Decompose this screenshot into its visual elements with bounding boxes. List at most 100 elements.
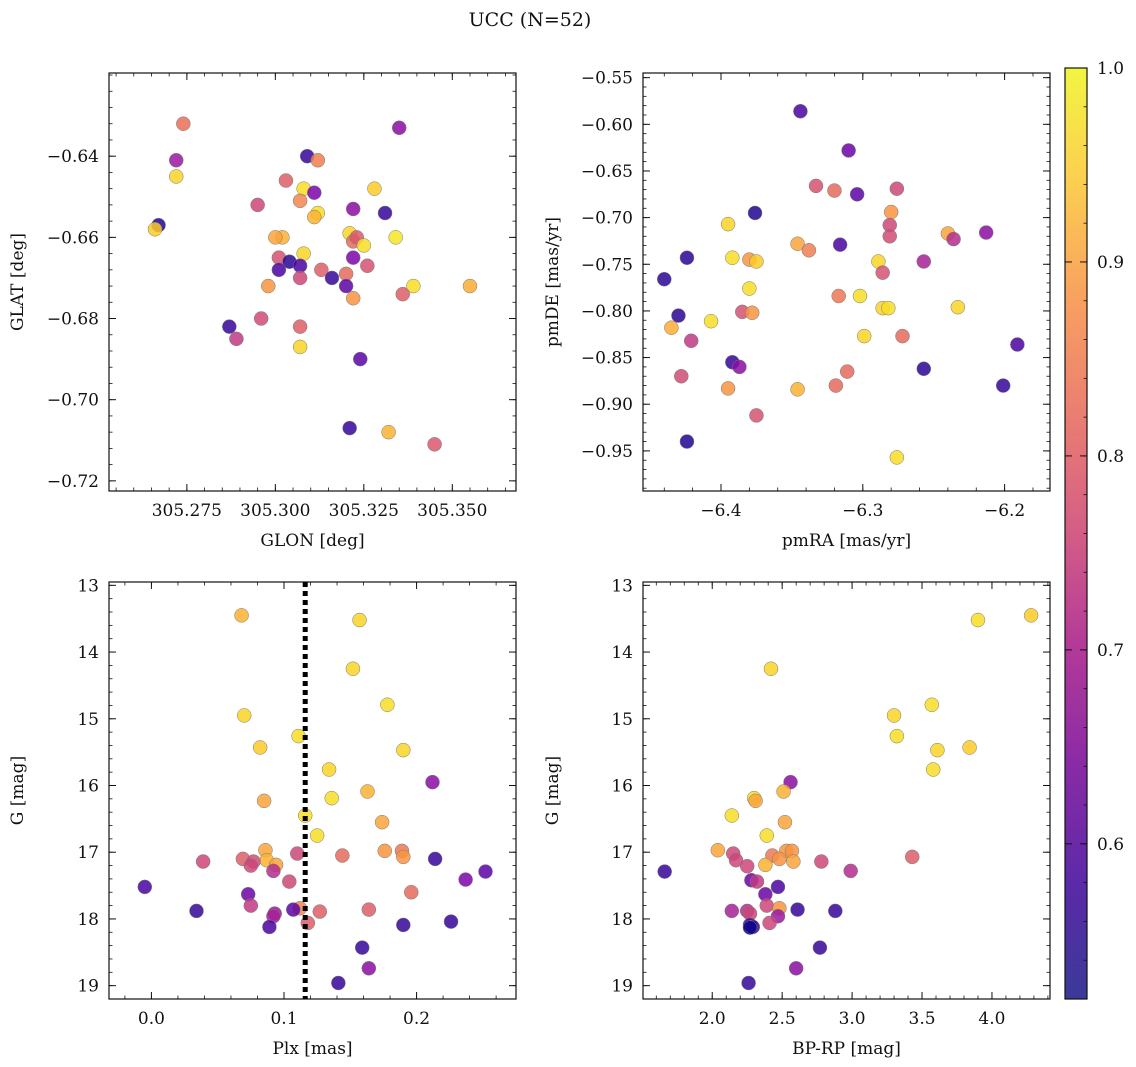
data-point: [377, 843, 393, 859]
data-point: [292, 319, 308, 334]
data-point: [268, 230, 283, 245]
data-point: [710, 842, 726, 858]
points: [657, 608, 1039, 991]
y-tick-label: −0.65: [581, 162, 633, 182]
data-point: [321, 762, 337, 777]
data-point: [889, 450, 905, 465]
data-point: [839, 364, 855, 379]
data-point: [380, 697, 395, 713]
y-tick-label: −0.80: [581, 302, 633, 322]
data-point: [759, 828, 775, 843]
data-point: [345, 290, 361, 306]
data-point: [747, 205, 763, 221]
plot-frame: [642, 72, 1051, 492]
data-point: [253, 311, 269, 326]
data-point: [388, 230, 403, 245]
x-tick-label: 2.0: [699, 1009, 726, 1029]
data-point: [361, 961, 377, 976]
data-point: [790, 902, 805, 917]
data-point: [886, 708, 902, 723]
data-point: [176, 116, 191, 131]
data-point: [875, 265, 890, 280]
data-point: [345, 250, 361, 265]
data-point: [168, 169, 184, 184]
data-point: [741, 975, 756, 991]
data-point: [895, 328, 910, 344]
colorbar-ticks: 0.6 0.7 0.8 0.9 1.0: [1065, 59, 1124, 1000]
data-point: [889, 181, 905, 196]
data-point: [916, 361, 932, 377]
data-point: [749, 254, 764, 269]
data-point: [243, 898, 259, 913]
data-point: [1010, 337, 1025, 352]
y-tick-label: 19: [611, 977, 633, 997]
y-tick-label: −0.95: [581, 442, 633, 462]
data-point: [763, 661, 779, 676]
data-point: [292, 270, 308, 286]
data-point: [307, 185, 322, 200]
data-point: [404, 884, 419, 900]
y-tick-label: −0.55: [581, 69, 633, 89]
data-point: [843, 863, 858, 879]
panel-glon-glat: 305.275 305.300 305.325 305.350 −0.64 −0.66 −0…: [8, 72, 517, 551]
data-point: [229, 331, 244, 347]
x-tick-label: 2.5: [769, 1009, 796, 1029]
y-tick-label: −0.64: [47, 147, 99, 167]
data-point: [381, 424, 396, 440]
data-point: [391, 120, 407, 136]
data-point: [679, 250, 695, 265]
data-point: [462, 278, 478, 294]
data-point: [290, 846, 305, 861]
data-point: [748, 793, 763, 809]
y-tick-label: −0.70: [47, 391, 99, 411]
figure-title: UCC (N=52): [469, 9, 592, 31]
points: [137, 608, 493, 991]
data-point: [324, 790, 339, 806]
y-tick-label: −0.72: [47, 472, 99, 492]
data-point: [786, 854, 801, 869]
x-tick-label: −6.3: [842, 501, 883, 521]
y-tick-label: −0.60: [581, 115, 633, 135]
y-tick-label: 14: [77, 643, 99, 663]
data-point: [720, 216, 736, 232]
colorbar: 0.6 0.7 0.8 0.9 1.0: [1064, 59, 1124, 1000]
data-point: [396, 917, 411, 933]
x-tick-label: 0.0: [138, 1009, 165, 1029]
data-point: [243, 858, 259, 873]
points: [147, 116, 478, 452]
data-point: [970, 612, 986, 628]
data-point: [338, 266, 354, 282]
colorbar-tick-label: 1.0: [1097, 59, 1124, 79]
data-point: [749, 408, 764, 423]
data-point: [354, 940, 370, 955]
data-point: [889, 728, 905, 744]
y-tick-label: 17: [611, 843, 633, 863]
x-tick-label: −6.2: [984, 501, 1025, 521]
data-point: [345, 201, 361, 217]
data-point: [236, 708, 252, 723]
data-point: [396, 742, 411, 758]
y-tick-label: 17: [77, 843, 99, 863]
data-point: [137, 879, 153, 895]
data-point: [790, 236, 805, 251]
y-axis-label: G [mag]: [543, 756, 563, 825]
y-axis-label: G [mag]: [8, 756, 28, 825]
data-point: [790, 382, 805, 397]
data-point: [312, 904, 328, 919]
data-point: [671, 308, 686, 323]
x-axis-label: BP-RP [mag]: [792, 1039, 901, 1059]
data-point: [427, 437, 442, 452]
data-point: [345, 661, 361, 676]
data-point: [168, 153, 184, 168]
data-point: [777, 814, 793, 830]
data-point: [832, 237, 848, 252]
data-point: [881, 300, 896, 316]
data-point: [924, 697, 940, 713]
data-point: [266, 863, 281, 879]
data-point: [262, 919, 277, 935]
data-point: [683, 333, 699, 349]
panel-pmra-pmde: −6.4 −6.3 −6.2 −0.55 −0.60 −0.65 −0.70 −0.75 −0.…: [543, 69, 1051, 551]
data-point: [828, 378, 844, 393]
data-point: [724, 808, 740, 823]
data-point: [742, 281, 757, 296]
